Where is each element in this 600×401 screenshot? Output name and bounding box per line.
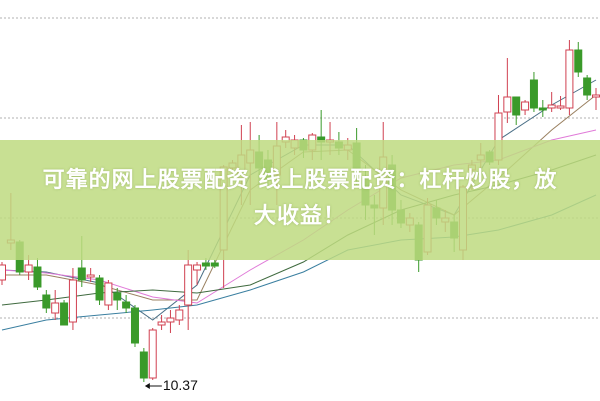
candle-body (547, 104, 556, 109)
candle-body (210, 262, 219, 267)
candle-body (42, 294, 51, 309)
candle-body (95, 277, 104, 301)
candle (503, 58, 512, 123)
candle-body (60, 302, 69, 326)
candle (113, 288, 122, 310)
candle-body (139, 351, 148, 379)
candle (139, 348, 148, 382)
candle-body (556, 105, 565, 109)
candle (51, 290, 60, 320)
candle (130, 305, 139, 347)
candle (512, 96, 521, 125)
candle-body (529, 79, 538, 109)
candle-body (184, 264, 193, 306)
candle (201, 258, 210, 270)
candle (193, 262, 202, 285)
candle (565, 40, 574, 115)
candle-body (104, 282, 113, 306)
candle (166, 310, 175, 333)
candle-body (512, 96, 521, 116)
candle (175, 305, 184, 325)
candle-body (583, 77, 592, 96)
candle-body (0, 264, 6, 281)
candle (104, 280, 113, 310)
candle (184, 250, 193, 330)
candle-body (592, 94, 600, 98)
candle (529, 72, 538, 112)
candle (122, 295, 131, 313)
candle (538, 100, 547, 117)
candle-body (122, 301, 131, 309)
headline-line-2: 大收益！ (253, 204, 346, 229)
candle-body (157, 321, 166, 326)
low-marker-arrowhead-icon (144, 383, 150, 389)
candle-body (130, 307, 139, 344)
candle (547, 92, 556, 112)
overlay-banner (0, 140, 600, 260)
candle-body (503, 96, 512, 113)
candle (574, 42, 583, 77)
headline-line-1: 可靠的网上股票配资 线上股票配资：杠杆炒股，放 (42, 168, 558, 193)
candle (556, 96, 565, 110)
candle (148, 328, 157, 380)
candle-body (166, 317, 175, 323)
candle (0, 262, 6, 285)
candle (210, 260, 219, 268)
candle-body (148, 329, 157, 379)
candle-body (68, 279, 77, 323)
candle-body (193, 264, 202, 271)
candle-body (201, 262, 210, 267)
candle (60, 300, 69, 326)
low-price-label: 10.37 (162, 377, 198, 393)
candle (157, 315, 166, 330)
candle-body (574, 49, 583, 73)
candle (42, 290, 51, 313)
candle-body (33, 266, 42, 288)
candle (521, 100, 530, 115)
candle (33, 258, 42, 290)
candle (68, 268, 77, 330)
candle-body (175, 309, 184, 321)
candle (95, 275, 104, 305)
candle-body (521, 101, 530, 111)
candle-body (24, 264, 33, 273)
candle-body (51, 302, 60, 314)
candle-body (565, 49, 574, 109)
candle (583, 75, 592, 100)
candle-body (538, 107, 547, 111)
candle-body (86, 274, 95, 278)
candle-body (77, 267, 86, 281)
candle (592, 88, 600, 110)
overlay-headline: 可靠的网上股票配资 线上股票配资：杠杆炒股，放 大收益！ (0, 163, 600, 235)
candle (86, 268, 95, 282)
candle-body (113, 292, 122, 301)
